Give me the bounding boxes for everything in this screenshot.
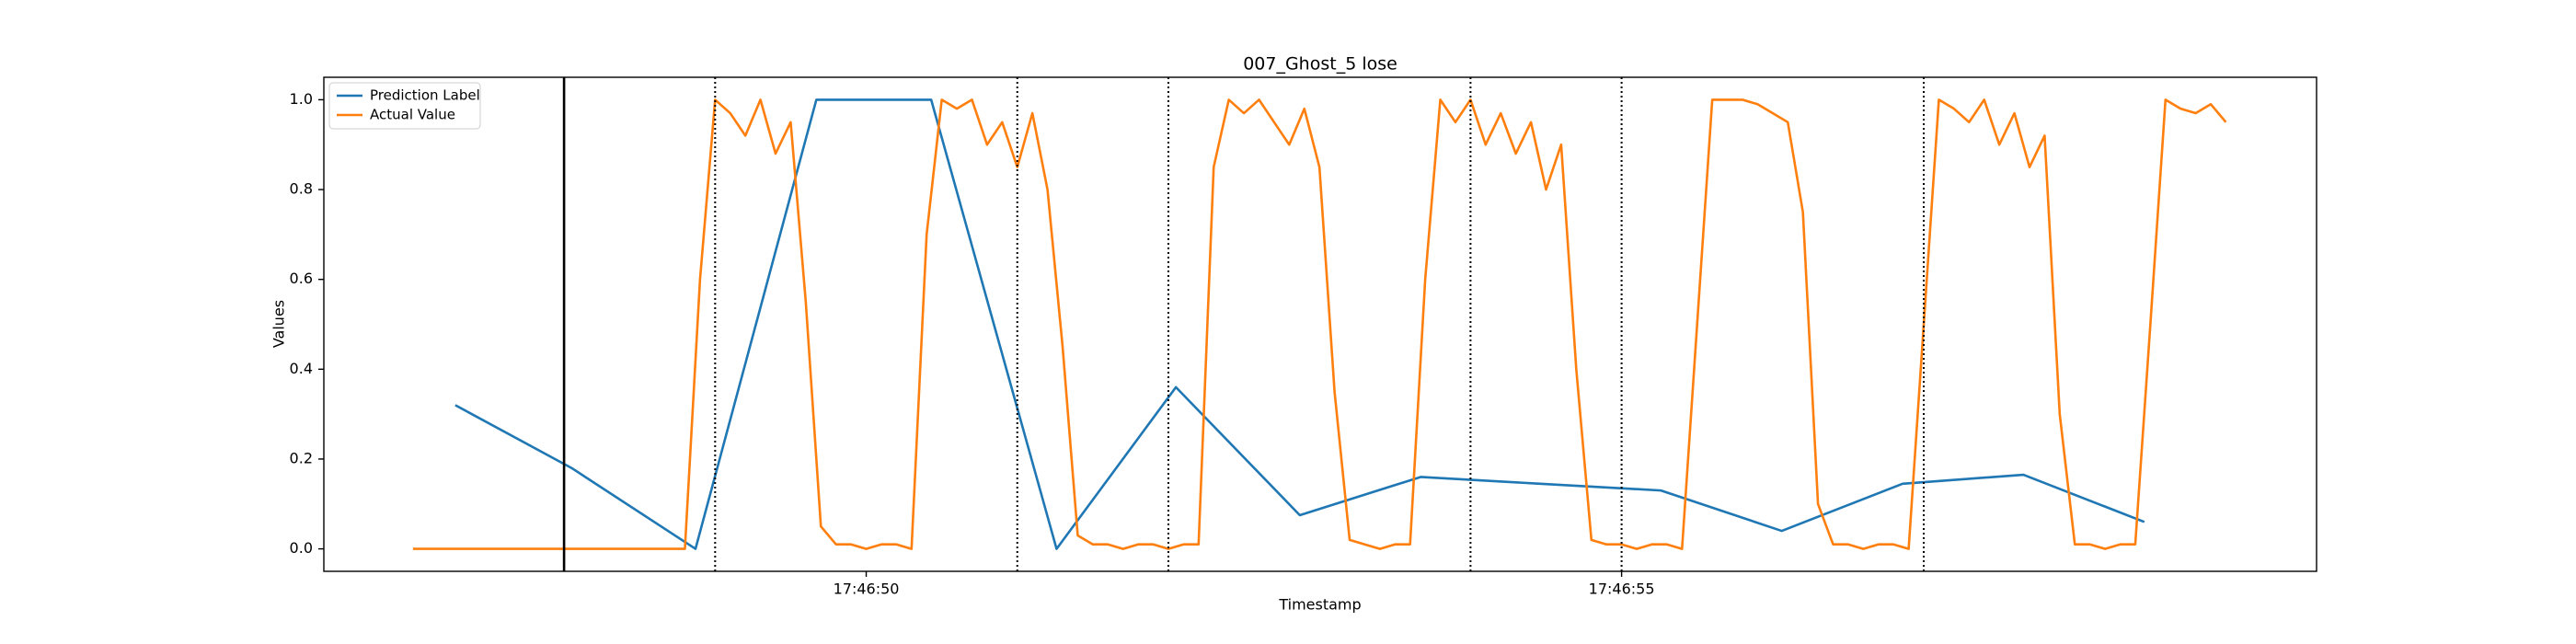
chart-title: 007_Ghost_5 lose — [1243, 54, 1397, 75]
legend-box — [328, 82, 481, 130]
legend-label: Prediction Label — [370, 87, 480, 104]
axes-frame — [323, 76, 2317, 572]
x-axis-label: Timestamp — [1278, 596, 1361, 614]
y-axis-label: Values — [270, 300, 288, 348]
series-line — [454, 98, 2145, 550]
y-tick-label: 0.2 — [290, 449, 313, 466]
y-tick-label: 0.0 — [290, 539, 313, 557]
y-tick-label: 0.4 — [290, 360, 313, 377]
y-tick-label: 0.6 — [290, 270, 313, 287]
legend-label: Actual Value — [370, 107, 455, 123]
x-tick-label: 17:46:50 — [834, 581, 900, 598]
y-tick-label: 1.0 — [290, 90, 313, 108]
x-tick-label: 17:46:55 — [1589, 581, 1655, 598]
y-tick-label: 0.8 — [290, 180, 313, 198]
series-line — [412, 98, 2227, 550]
